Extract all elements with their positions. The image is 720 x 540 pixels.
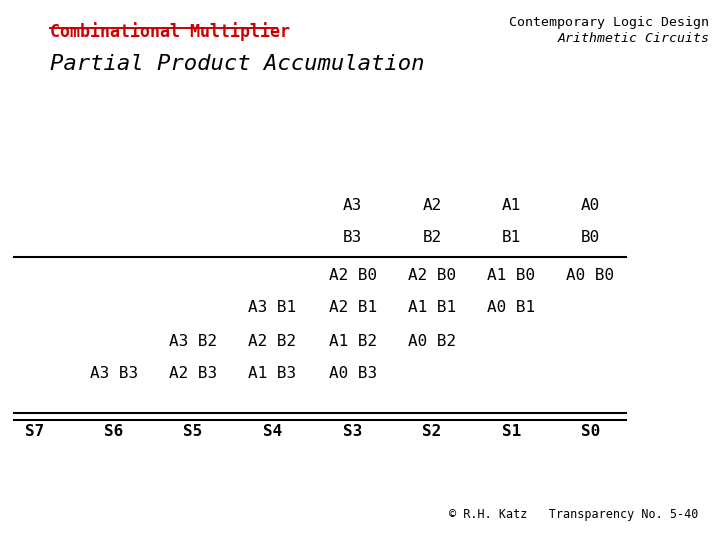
Text: A3 B2: A3 B2 [169, 334, 217, 349]
Text: A1 B0: A1 B0 [487, 268, 535, 283]
Text: A0 B2: A0 B2 [408, 334, 456, 349]
Text: A2 B0: A2 B0 [408, 268, 456, 283]
Text: Combinational Multiplier: Combinational Multiplier [50, 22, 290, 40]
Text: A2 B0: A2 B0 [329, 268, 377, 283]
Text: Partial Product Accumulation: Partial Product Accumulation [50, 54, 425, 74]
Text: A0 B1: A0 B1 [487, 300, 535, 315]
Text: A0: A0 [581, 198, 600, 213]
Text: A3 B3: A3 B3 [90, 366, 138, 381]
Text: S7: S7 [25, 424, 44, 440]
Text: S0: S0 [581, 424, 600, 440]
Text: B3: B3 [343, 230, 362, 245]
Text: B2: B2 [423, 230, 441, 245]
Text: © R.H. Katz   Transparency No. 5-40: © R.H. Katz Transparency No. 5-40 [449, 508, 698, 521]
Text: Arithmetic Circuits: Arithmetic Circuits [557, 32, 709, 45]
Text: A1: A1 [502, 198, 521, 213]
Text: A2: A2 [423, 198, 441, 213]
Text: S6: S6 [104, 424, 123, 440]
Text: A0 B3: A0 B3 [329, 366, 377, 381]
Text: A3 B1: A3 B1 [248, 300, 296, 315]
Text: A2 B2: A2 B2 [248, 334, 296, 349]
Text: S5: S5 [184, 424, 202, 440]
Text: A1 B1: A1 B1 [408, 300, 456, 315]
Text: S1: S1 [502, 424, 521, 440]
Text: S4: S4 [263, 424, 282, 440]
Text: A1 B2: A1 B2 [329, 334, 377, 349]
Text: A2 B3: A2 B3 [169, 366, 217, 381]
Text: A0 B0: A0 B0 [567, 268, 614, 283]
Text: A3: A3 [343, 198, 362, 213]
Text: S2: S2 [423, 424, 441, 440]
Text: A2 B1: A2 B1 [329, 300, 377, 315]
Text: S3: S3 [343, 424, 362, 440]
Text: B0: B0 [581, 230, 600, 245]
Text: B1: B1 [502, 230, 521, 245]
Text: A1 B3: A1 B3 [248, 366, 296, 381]
Text: Contemporary Logic Design: Contemporary Logic Design [509, 16, 709, 29]
